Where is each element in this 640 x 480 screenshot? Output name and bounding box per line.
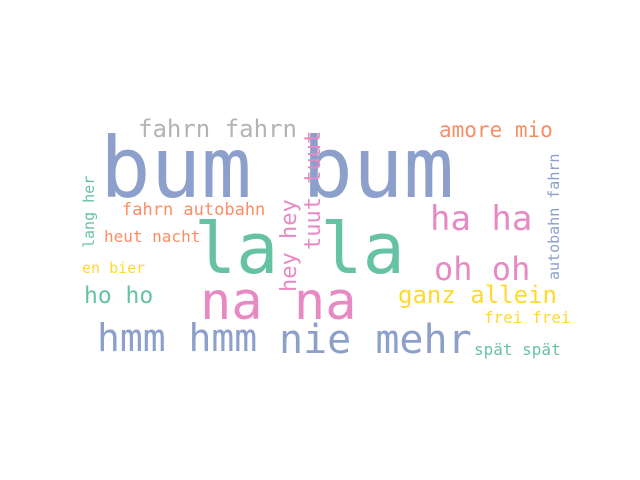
word-frei-frei: frei frei (484, 308, 571, 327)
word-autobahn-fahrn: autobahn fahrn (545, 153, 563, 280)
word-na-na: na na (200, 272, 357, 332)
word-oh-oh: oh oh (434, 250, 531, 288)
word-ho-ho: ho ho (84, 283, 154, 309)
word-bum-bum: bum bum (100, 119, 455, 217)
word-lang-her: lang her (80, 175, 98, 248)
word-heut-nacht: heut nacht (104, 227, 201, 246)
word-hmm-hmm: hmm hmm (97, 316, 258, 360)
word-ganz-allein: ganz allein (398, 281, 557, 309)
word-nie-mehr: nie mehr (279, 317, 472, 363)
word-en-bier: en bier (82, 259, 146, 277)
word-la-la: la la (194, 208, 405, 290)
word-spaet-spaet: spät spät (474, 340, 561, 359)
word-ha-ha: ha ha (430, 199, 533, 239)
word-hey-hey: hey hey (277, 199, 302, 292)
word-tuut-tuut: tuut tuut (301, 130, 326, 250)
word-fahrn-autobahn: fahrn autobahn (122, 200, 266, 220)
word-fahrn-fahrn: fahrn fahrn (138, 115, 297, 143)
word-amore-mio: amore mio (439, 118, 553, 142)
